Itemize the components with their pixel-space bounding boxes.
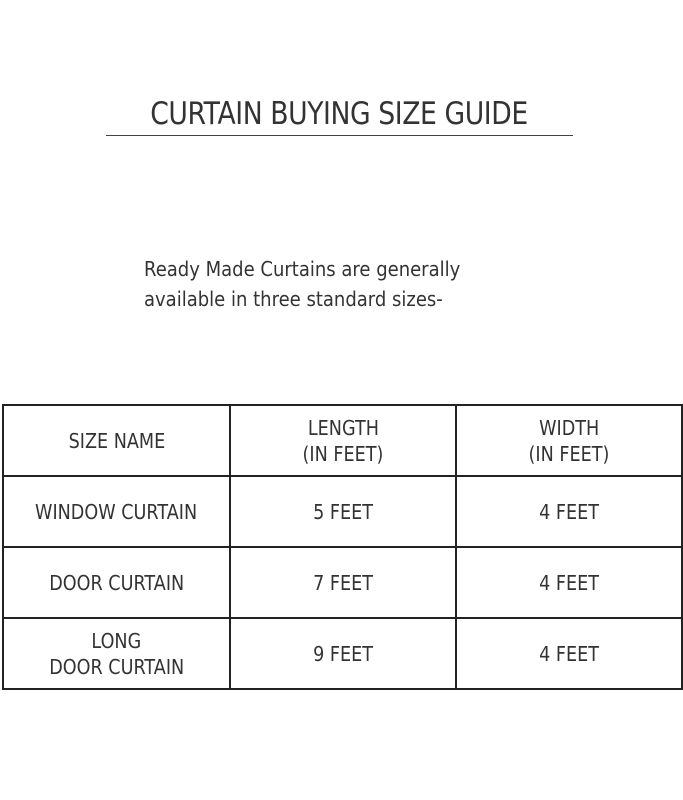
- header-width: WIDTH (IN FEET): [455, 404, 683, 477]
- header-size-name: SIZE NAME: [2, 404, 231, 477]
- table-header-row: SIZE NAME LENGTH (IN FEET) WIDTH (IN FEET): [2, 404, 683, 477]
- table-row: DOOR CURTAIN 7 FEET 4 FEET: [2, 546, 683, 619]
- length-cell: 7 FEET: [229, 546, 457, 619]
- size-guide-table: SIZE NAME LENGTH (IN FEET) WIDTH (IN FEET)…: [2, 404, 683, 690]
- intro-line-2: available in three standard sizes-: [144, 287, 443, 311]
- header-length: LENGTH (IN FEET): [229, 404, 457, 477]
- length-cell: 5 FEET: [229, 475, 457, 548]
- length-cell: 9 FEET: [229, 617, 457, 690]
- size-name-cell: LONG DOOR CURTAIN: [2, 617, 231, 690]
- intro-line-1: Ready Made Curtains are generally: [144, 257, 461, 281]
- size-name-cell: WINDOW CURTAIN: [2, 475, 231, 548]
- page-title: CURTAIN BUYING SIZE GUIDE: [150, 96, 528, 132]
- width-cell: 4 FEET: [455, 475, 683, 548]
- table-row: WINDOW CURTAIN 5 FEET 4 FEET: [2, 475, 683, 548]
- width-cell: 4 FEET: [455, 617, 683, 690]
- intro-text: Ready Made Curtains are generally availa…: [144, 254, 460, 314]
- size-name-cell: DOOR CURTAIN: [2, 546, 231, 619]
- width-cell: 4 FEET: [455, 546, 683, 619]
- table-row: LONG DOOR CURTAIN 9 FEET 4 FEET: [2, 617, 683, 690]
- title-underline: [106, 135, 573, 136]
